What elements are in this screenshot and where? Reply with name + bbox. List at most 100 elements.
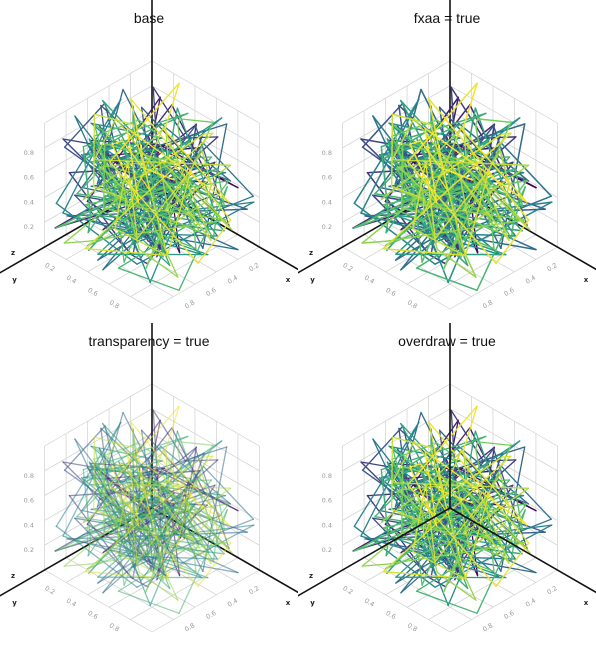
line-segment bbox=[451, 453, 492, 542]
line-segment bbox=[117, 590, 180, 614]
line-segment bbox=[412, 550, 467, 580]
line-segment bbox=[385, 215, 390, 234]
x-axis-label: x bbox=[584, 276, 589, 284]
line-segment bbox=[193, 503, 230, 553]
line-segment bbox=[380, 493, 420, 523]
grid-line bbox=[342, 408, 451, 472]
line-segment bbox=[109, 405, 180, 486]
line-segment bbox=[93, 113, 134, 126]
line-segment bbox=[430, 535, 469, 568]
plot-3d: 0.2 0.2 0.2 0.4 0.4 0.4 0.6 0.6 0.6 0.8 0.8 0.8 z x y bbox=[298, 323, 596, 634]
line-segment bbox=[386, 538, 417, 574]
line-segment bbox=[385, 538, 390, 557]
line-segment bbox=[139, 133, 205, 178]
x-tick-label: 0.6 bbox=[503, 286, 516, 298]
line-segment bbox=[82, 468, 92, 541]
line-segment bbox=[164, 505, 167, 543]
line-segment bbox=[127, 160, 138, 240]
line-segment bbox=[82, 170, 122, 200]
x-tick-label: 0.2 bbox=[248, 584, 261, 596]
line-segment bbox=[132, 535, 171, 568]
line-segment bbox=[76, 193, 206, 215]
panel-transparency: transparency = true 0.2 0.2 0.2 0.4 0.4 0.4 0.… bbox=[0, 323, 298, 646]
line-segment bbox=[439, 489, 474, 504]
line-segment bbox=[442, 121, 512, 271]
line-segment bbox=[93, 436, 134, 449]
x-tick-label: 0.2 bbox=[546, 261, 559, 273]
line-segment bbox=[203, 455, 214, 458]
line-segment bbox=[461, 82, 478, 131]
line-segment bbox=[391, 117, 415, 161]
x-tick-label: 0.8 bbox=[481, 621, 494, 633]
line-segment bbox=[136, 491, 193, 563]
line-segment bbox=[400, 465, 404, 532]
panel-fxaa: fxaa = true 0.2 0.2 0.2 0.4 0.4 0.4 0.6 0.6 0.6 0… bbox=[298, 0, 596, 323]
line-segment bbox=[54, 174, 161, 229]
line-segment bbox=[410, 530, 519, 548]
line-segment bbox=[391, 135, 422, 200]
line-segment bbox=[388, 445, 462, 462]
grid-line bbox=[449, 60, 558, 124]
x-tick-label: 0.6 bbox=[205, 286, 218, 298]
line-segment bbox=[361, 102, 404, 148]
line-segment bbox=[477, 441, 512, 446]
line-segment bbox=[121, 140, 143, 168]
line-segment bbox=[462, 182, 465, 220]
grid-line bbox=[44, 383, 153, 447]
grid-line bbox=[130, 234, 239, 297]
z-tick-label: 0.6 bbox=[322, 174, 332, 182]
line-segment bbox=[202, 142, 254, 197]
line-segment bbox=[76, 516, 206, 538]
line-segment bbox=[109, 82, 180, 163]
y-tick-label: 0.2 bbox=[43, 584, 56, 596]
x-axis-label: x bbox=[286, 599, 291, 607]
line-segment bbox=[360, 212, 500, 256]
line-segment bbox=[63, 425, 106, 471]
grid-line bbox=[151, 569, 260, 633]
line-segment bbox=[109, 484, 199, 587]
line-segment bbox=[419, 463, 441, 491]
line-segment bbox=[361, 240, 388, 244]
line-segment bbox=[454, 157, 478, 163]
line-segment bbox=[139, 456, 205, 501]
grid-line bbox=[151, 383, 260, 447]
line-segment bbox=[428, 253, 447, 265]
line-segment bbox=[153, 453, 194, 542]
grid-line bbox=[151, 60, 260, 124]
grid-line bbox=[44, 60, 153, 124]
line-segment bbox=[411, 500, 423, 586]
line-segment bbox=[127, 483, 138, 563]
y-tick-label: 0.4 bbox=[65, 274, 78, 286]
line-segment bbox=[197, 542, 232, 587]
line-segment bbox=[114, 550, 169, 580]
line-segment bbox=[416, 461, 455, 533]
z-tick-label: 0.8 bbox=[24, 149, 34, 157]
line-segment bbox=[117, 538, 171, 590]
y-axis-label: y bbox=[310, 276, 315, 284]
plot-3d: 0.2 0.2 0.2 0.4 0.4 0.4 0.6 0.6 0.6 0.8 0.8 0.8 z x y bbox=[298, 0, 596, 311]
y-axis-label: y bbox=[12, 276, 17, 284]
line-segment bbox=[436, 119, 453, 133]
line-segment bbox=[424, 450, 438, 527]
line-segment bbox=[382, 247, 467, 257]
line-segment bbox=[407, 82, 478, 163]
line-segment bbox=[167, 157, 233, 231]
line-segment bbox=[391, 113, 432, 126]
line-segment bbox=[382, 508, 471, 529]
line-segment bbox=[176, 430, 221, 548]
line-segment bbox=[383, 123, 439, 160]
line-segment bbox=[84, 204, 197, 250]
line-segment bbox=[434, 168, 491, 240]
line-segment bbox=[461, 405, 478, 454]
line-segment bbox=[81, 164, 100, 189]
line-segment bbox=[413, 117, 510, 242]
line-segment bbox=[415, 538, 469, 590]
line-segment bbox=[90, 445, 164, 462]
x-tick-label: 0.4 bbox=[524, 274, 537, 286]
z-axis-label: z bbox=[11, 249, 15, 257]
line-segment bbox=[374, 516, 504, 538]
line-segment bbox=[88, 538, 119, 574]
line-segment bbox=[380, 468, 390, 541]
line-segment bbox=[177, 118, 181, 127]
line-segment bbox=[117, 215, 171, 267]
